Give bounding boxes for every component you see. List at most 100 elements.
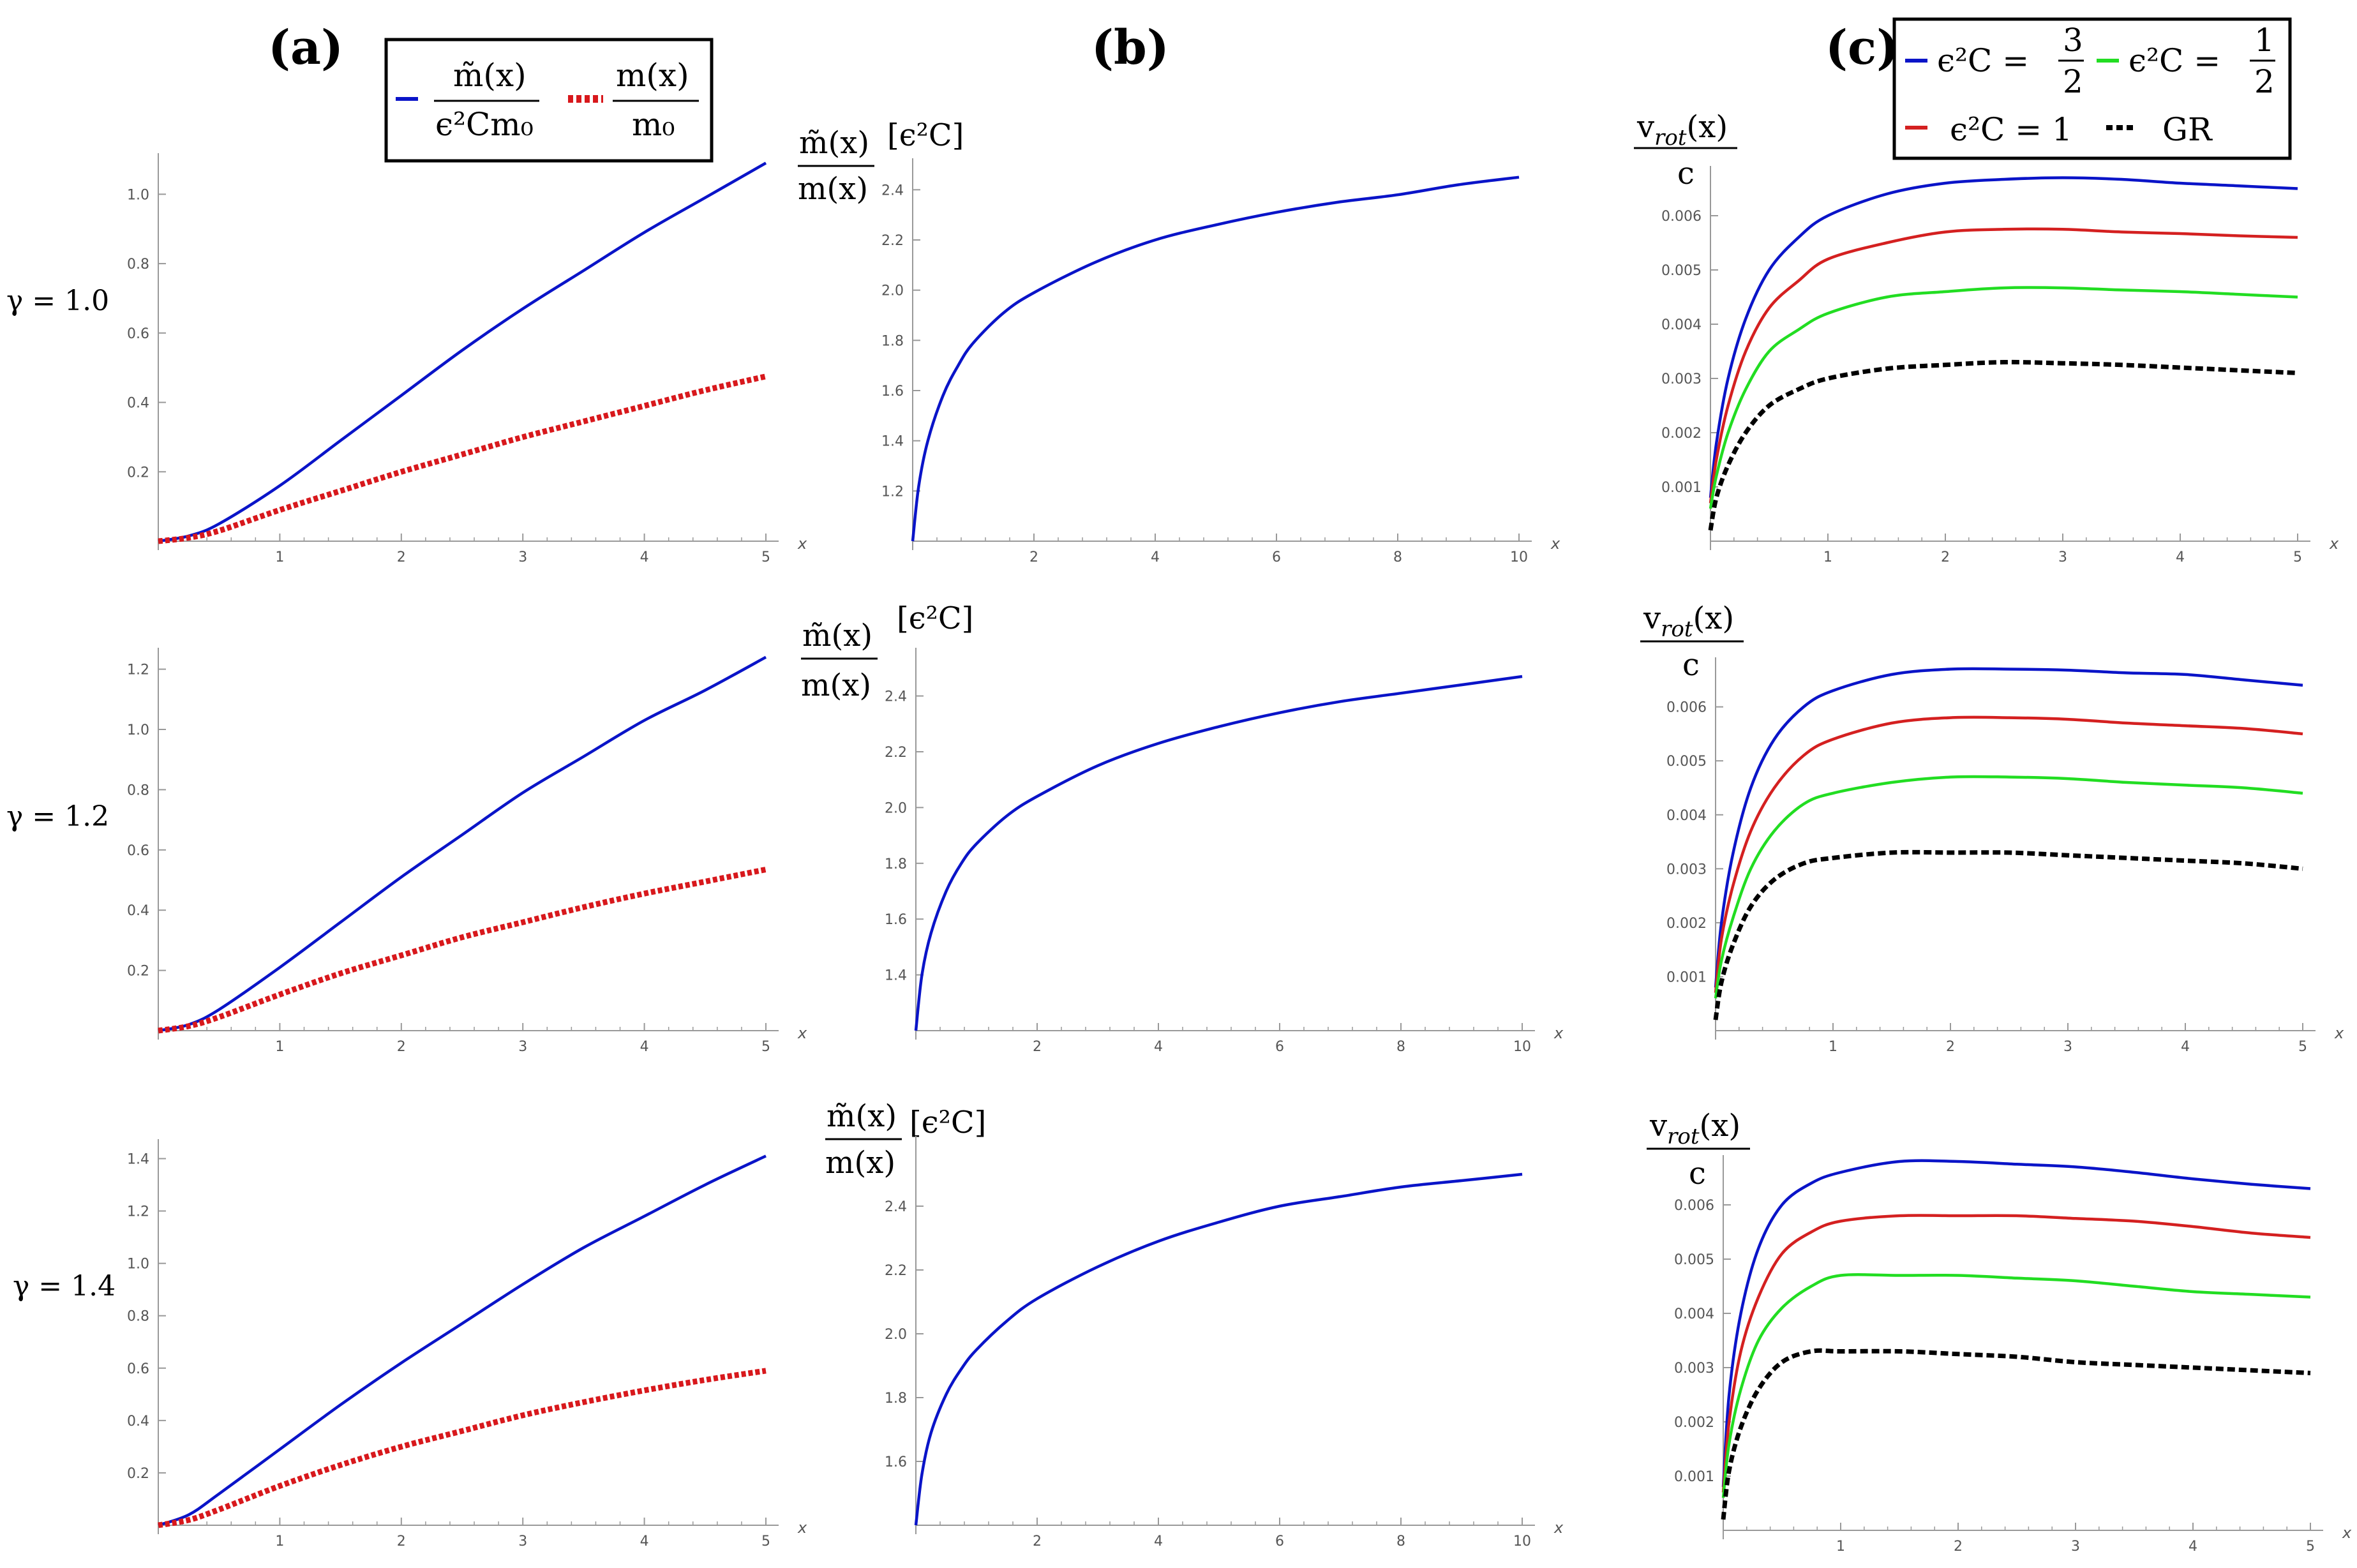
x-tick-label: 3 <box>518 549 527 565</box>
panel-label-a: (a) <box>268 20 343 75</box>
x-tick-label: 2 <box>397 549 406 565</box>
plot-c1: 1 2 3 4 5 x 0.001 0.002 0.003 0.004 0.005 0.006 <box>1661 166 2339 565</box>
series-line <box>158 867 767 1034</box>
y-tick-label: 2.0 <box>885 1327 907 1343</box>
y-tick-label: 0.003 <box>1661 371 1702 387</box>
x-tick-label: 3 <box>2063 1039 2072 1055</box>
x-tick-label: 8 <box>1396 1534 1405 1549</box>
ylabel-c2-sub: rot <box>1661 616 1693 642</box>
ylabel-c-row3: vrot(x) c <box>1647 1108 1750 1191</box>
legend-a-label-2-num: m(x) <box>616 57 689 94</box>
x-tick-label: 5 <box>2298 1039 2307 1055</box>
x-tick-label: 5 <box>761 549 770 565</box>
series-line <box>1713 849 2303 1020</box>
x-axis-label: x <box>2342 1524 2352 1542</box>
ylabel-c2-num: vrot(x) <box>1643 601 1734 642</box>
x-tick-label: 8 <box>1396 1039 1405 1055</box>
series-line <box>1721 1348 2311 1520</box>
y-tick-label: 1.4 <box>881 434 904 450</box>
x-tick-label: 4 <box>2189 1539 2197 1555</box>
y-tick-label: 1.6 <box>881 384 904 399</box>
x-axis-label: x <box>1553 1519 1564 1537</box>
y-tick-label: 1.4 <box>127 1152 149 1168</box>
panel-label-b: (b) <box>1091 20 1169 75</box>
y-tick-label: 0.004 <box>1674 1306 1714 1322</box>
legend-a-label-2-den: m₀ <box>632 106 675 143</box>
ylabel-c1-den: c <box>1677 156 1695 191</box>
y-tick-label: 1.8 <box>881 333 904 349</box>
legend-c-frac-blue-den: 2 <box>2063 63 2083 100</box>
x-tick-label: 1 <box>1836 1539 1845 1555</box>
legend-c-frac-blue-num: 3 <box>2063 22 2083 59</box>
y-tick-label: 0.2 <box>127 964 149 980</box>
series-line <box>914 1172 1523 1526</box>
ylabel-c1-v: v <box>1636 109 1654 145</box>
ylabel-b2-den: m(x) <box>801 668 871 703</box>
y-tick-label: 0.001 <box>1674 1469 1714 1485</box>
y-tick-label: 0.6 <box>127 843 149 859</box>
y-tick-label: 1.8 <box>885 856 907 872</box>
x-tick-label: 2 <box>1954 1539 1963 1555</box>
ylabel-c2-v: v <box>1643 601 1661 636</box>
legend-c-label-green: ϵ²C = <box>2129 42 2220 79</box>
x-tick-label: 4 <box>1154 1039 1163 1055</box>
x-axis-label: x <box>1553 1024 1564 1042</box>
y-tick-label: 0.2 <box>127 1466 149 1482</box>
plot-a2: 1 2 3 4 5 x 0.2 0.4 0.6 0.8 1.0 1.2 <box>127 648 807 1055</box>
y-tick-label: 0.002 <box>1661 426 1702 442</box>
legend-a: m̃(x) ϵ²Cm₀ m(x) m₀ <box>384 38 714 163</box>
legend-c-frame <box>1892 17 2292 160</box>
y-tick-label: 0.006 <box>1661 209 1702 225</box>
ylabel-b2-num: m̃(x) <box>802 618 872 653</box>
x-tick-label: 4 <box>640 549 649 565</box>
series-line <box>158 161 767 543</box>
plot-a3: 1 2 3 4 5 x 0.2 0.4 0.6 0.8 1.0 1.2 1.4 <box>127 1139 807 1549</box>
plot-a1: 1 2 3 4 5 x 0.2 0.4 0.6 0.8 1.0 <box>127 153 807 565</box>
plot-b3: 2 4 6 8 10 x 1.6 1.8 2.0 2.2 2.4 <box>885 1136 1564 1549</box>
row-label-gamma-1-2: γ = 1.2 <box>6 800 109 833</box>
y-tick-label: 0.6 <box>127 326 149 342</box>
ylabel-b-row3: m̃(x) m(x) [ϵ²C] <box>825 1098 986 1181</box>
x-tick-label: 10 <box>1513 1534 1531 1549</box>
x-tick-label: 4 <box>2181 1039 2190 1055</box>
y-tick-label: 0.4 <box>127 903 149 919</box>
y-tick-label: 2.2 <box>885 745 907 761</box>
ylabel-c1-num: vrot(x) <box>1636 109 1728 151</box>
series-line <box>1709 227 2298 504</box>
y-tick-label: 1.8 <box>885 1391 907 1407</box>
series-line <box>1721 1159 2311 1488</box>
y-tick-label: 0.002 <box>1674 1415 1714 1431</box>
x-tick-label: 4 <box>640 1039 649 1055</box>
y-tick-label: 1.6 <box>885 1454 907 1470</box>
x-tick-label: 10 <box>1510 549 1528 565</box>
x-tick-label: 6 <box>1272 549 1281 565</box>
x-tick-label: 6 <box>1275 1534 1284 1549</box>
series-line <box>911 175 1520 542</box>
x-tick-label: 2 <box>1033 1039 1042 1055</box>
x-tick-label: 2 <box>1029 549 1038 565</box>
plot-b1: 2 4 6 8 10 x 1.2 1.4 1.6 1.8 2.0 2.2 2.4 <box>881 158 1560 565</box>
series-line <box>158 655 767 1033</box>
x-tick-label: 2 <box>397 1534 406 1549</box>
y-tick-label: 0.4 <box>127 396 149 412</box>
x-axis-label: x <box>797 535 807 553</box>
legend-c-frac-green-den: 2 <box>2254 63 2275 100</box>
ylabel-b1-den: m(x) <box>798 171 868 207</box>
ylabel-c1-arg: (x) <box>1687 109 1728 145</box>
y-tick-label: 1.6 <box>885 912 907 928</box>
y-tick-label: 1.4 <box>885 968 907 984</box>
y-tick-label: 1.0 <box>127 722 149 738</box>
x-tick-label: 2 <box>397 1039 406 1055</box>
row-label-gamma-1-4: γ = 1.4 <box>13 1270 116 1303</box>
y-tick-label: 0.001 <box>1661 480 1702 496</box>
ylabel-c3-sub: rot <box>1667 1124 1700 1149</box>
ylabel-b-row2: m̃(x) m(x) [ϵ²C] <box>801 601 973 703</box>
y-tick-label: 1.0 <box>127 1257 149 1273</box>
y-tick-label: 0.4 <box>127 1414 149 1430</box>
series-line <box>158 1154 767 1527</box>
x-tick-label: 5 <box>2306 1539 2315 1555</box>
ylabel-c3-num: vrot(x) <box>1649 1108 1740 1149</box>
ylabel-b-row1: m̃(x) m(x) [ϵ²C] <box>798 117 964 207</box>
y-tick-label: 0.6 <box>127 1361 149 1377</box>
ylabel-b2-unit: [ϵ²C] <box>897 601 973 636</box>
